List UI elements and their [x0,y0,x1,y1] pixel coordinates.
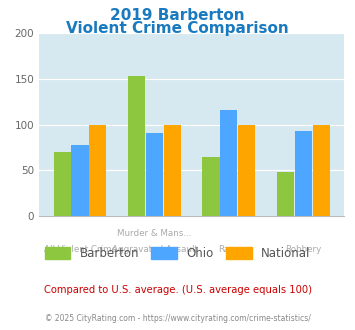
Bar [54,152,71,216]
Text: Robbery: Robbery [285,245,322,253]
Bar [313,124,330,216]
Bar [277,172,294,216]
Bar [220,110,237,216]
Text: © 2025 CityRating.com - https://www.cityrating.com/crime-statistics/: © 2025 CityRating.com - https://www.city… [45,314,310,323]
Text: Violent Crime Comparison: Violent Crime Comparison [66,21,289,36]
Bar [164,124,181,216]
Legend: Barberton, Ohio, National: Barberton, Ohio, National [40,242,315,265]
Bar [89,124,106,216]
Bar [128,76,145,216]
Bar [295,131,312,216]
Text: Murder & Mans...: Murder & Mans... [118,229,192,238]
Text: All Violent Crime: All Violent Crime [44,245,116,253]
Bar [238,124,255,216]
Bar [202,157,220,216]
Text: Aggravated Assault: Aggravated Assault [111,245,197,253]
Text: Rape: Rape [218,245,240,253]
Text: 2019 Barberton: 2019 Barberton [110,8,245,23]
Bar [146,133,163,216]
Text: Compared to U.S. average. (U.S. average equals 100): Compared to U.S. average. (U.S. average … [44,285,311,295]
Bar [71,145,88,216]
